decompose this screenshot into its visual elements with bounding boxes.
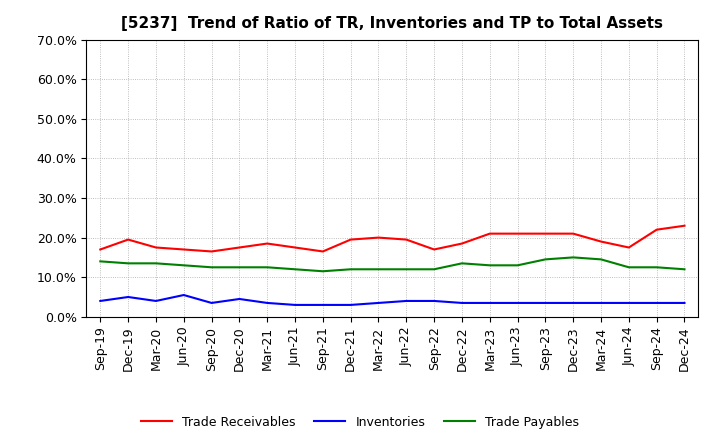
Trade Receivables	[402, 237, 410, 242]
Trade Receivables	[374, 235, 383, 240]
Inventories	[124, 294, 132, 300]
Inventories	[318, 302, 327, 308]
Inventories	[680, 300, 689, 305]
Title: [5237]  Trend of Ratio of TR, Inventories and TP to Total Assets: [5237] Trend of Ratio of TR, Inventories…	[122, 16, 663, 32]
Inventories	[624, 300, 633, 305]
Trade Receivables	[569, 231, 577, 236]
Legend: Trade Receivables, Inventories, Trade Payables: Trade Receivables, Inventories, Trade Pa…	[135, 411, 585, 434]
Trade Receivables	[346, 237, 355, 242]
Inventories	[402, 298, 410, 304]
Inventories	[291, 302, 300, 308]
Trade Payables	[346, 267, 355, 272]
Trade Receivables	[652, 227, 661, 232]
Trade Payables	[374, 267, 383, 272]
Inventories	[513, 300, 522, 305]
Inventories	[541, 300, 550, 305]
Trade Payables	[680, 267, 689, 272]
Trade Payables	[207, 264, 216, 270]
Inventories	[458, 300, 467, 305]
Inventories	[374, 300, 383, 305]
Trade Payables	[485, 263, 494, 268]
Trade Payables	[541, 257, 550, 262]
Inventories	[179, 292, 188, 297]
Trade Payables	[179, 263, 188, 268]
Trade Receivables	[96, 247, 104, 252]
Trade Receivables	[541, 231, 550, 236]
Trade Receivables	[597, 239, 606, 244]
Trade Payables	[152, 260, 161, 266]
Trade Payables	[652, 264, 661, 270]
Inventories	[346, 302, 355, 308]
Line: Trade Receivables: Trade Receivables	[100, 226, 685, 251]
Trade Receivables	[207, 249, 216, 254]
Trade Payables	[430, 267, 438, 272]
Trade Receivables	[624, 245, 633, 250]
Trade Receivables	[458, 241, 467, 246]
Trade Receivables	[318, 249, 327, 254]
Trade Receivables	[430, 247, 438, 252]
Trade Receivables	[152, 245, 161, 250]
Trade Payables	[569, 255, 577, 260]
Trade Payables	[124, 260, 132, 266]
Inventories	[485, 300, 494, 305]
Inventories	[652, 300, 661, 305]
Inventories	[207, 300, 216, 305]
Line: Trade Payables: Trade Payables	[100, 257, 685, 271]
Trade Receivables	[235, 245, 243, 250]
Trade Receivables	[179, 247, 188, 252]
Trade Payables	[96, 259, 104, 264]
Trade Payables	[597, 257, 606, 262]
Inventories	[597, 300, 606, 305]
Trade Receivables	[680, 223, 689, 228]
Trade Payables	[235, 264, 243, 270]
Inventories	[430, 298, 438, 304]
Trade Receivables	[513, 231, 522, 236]
Trade Receivables	[485, 231, 494, 236]
Trade Payables	[263, 264, 271, 270]
Inventories	[152, 298, 161, 304]
Inventories	[235, 297, 243, 302]
Inventories	[96, 298, 104, 304]
Inventories	[263, 300, 271, 305]
Trade Payables	[513, 263, 522, 268]
Line: Inventories: Inventories	[100, 295, 685, 305]
Trade Receivables	[291, 245, 300, 250]
Inventories	[569, 300, 577, 305]
Trade Receivables	[124, 237, 132, 242]
Trade Receivables	[263, 241, 271, 246]
Trade Payables	[318, 268, 327, 274]
Trade Payables	[402, 267, 410, 272]
Trade Payables	[624, 264, 633, 270]
Trade Payables	[291, 267, 300, 272]
Trade Payables	[458, 260, 467, 266]
